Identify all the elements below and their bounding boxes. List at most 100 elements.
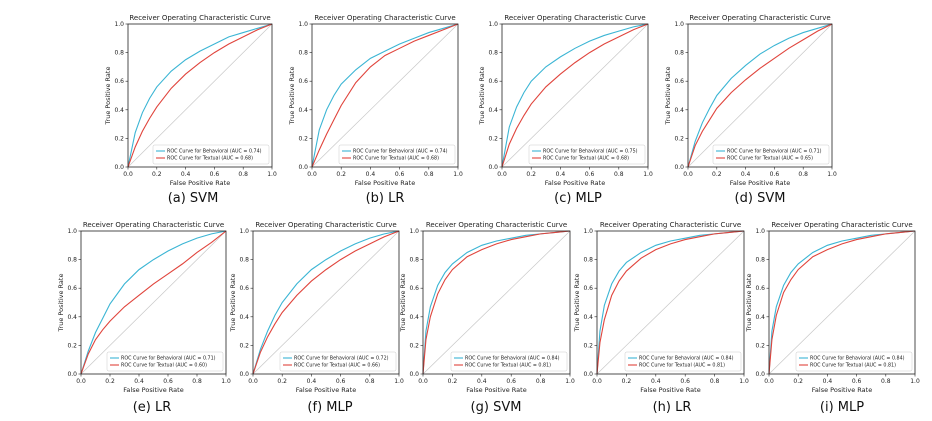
y-tick-label: 0.8 — [298, 50, 308, 57]
chance-diagonal — [422, 230, 571, 375]
x-tick-label: 0.0 — [683, 171, 693, 178]
roc-panel-3: Receiver Operating Characteristic Curve 0… — [478, 14, 653, 206]
y-tick-label: 0.2 — [583, 342, 593, 349]
plot-title: Receiver Operating Characteristic Curve — [504, 14, 645, 22]
x-tick-label: 0.8 — [798, 171, 808, 178]
panel-caption: (e) LR — [133, 400, 172, 415]
roc-curve-textual — [422, 230, 571, 375]
legend: ROC Curve for Behavioral (AUC = 0.74)ROC… — [338, 144, 456, 165]
x-tick-label: 0.0 — [248, 378, 258, 385]
x-tick-label: 0.0 — [764, 378, 774, 385]
plot-title: Receiver Operating Characteristic Curve — [83, 221, 224, 229]
legend-entry: ROC Curve for Behavioral (AUC = 0.84) — [465, 356, 560, 362]
x-tick-label: 0.0 — [592, 378, 602, 385]
roc-curve-behavioral — [311, 23, 459, 168]
roc-curve-textual — [768, 230, 916, 375]
x-tick-label: 0.2 — [152, 171, 162, 178]
legend-box — [279, 351, 397, 372]
y-tick-label: 0.4 — [298, 107, 308, 114]
x-axis-label: False Positive Rate — [170, 179, 230, 187]
legend-box — [712, 144, 830, 165]
x-tick-label: 0.8 — [536, 378, 546, 385]
y-tick-label: 0.6 — [488, 78, 498, 85]
plot-frame — [80, 230, 227, 375]
roc-curve-textual — [80, 230, 227, 375]
legend-entry: ROC Curve for Textual (AUC = 0.81) — [639, 363, 725, 369]
panel-caption: (h) LR — [653, 400, 692, 415]
x-tick-label: 0.6 — [395, 171, 405, 178]
y-tick-label: 0.2 — [239, 342, 249, 349]
legend-entry: ROC Curve for Behavioral (AUC = 0.75) — [543, 149, 638, 155]
roc-panel-8: Receiver Operating Characteristic Curve 0… — [573, 221, 749, 415]
legend: ROC Curve for Behavioral (AUC = 0.74)ROC… — [152, 144, 270, 165]
x-tick-label: 1.0 — [910, 378, 920, 385]
legend: ROC Curve for Behavioral (AUC = 0.84)ROC… — [795, 351, 913, 372]
y-tick-label: 0.4 — [488, 107, 498, 114]
legend-box — [528, 144, 646, 165]
legend-entry: ROC Curve for Textual (AUC = 0.66) — [294, 363, 380, 369]
plot-frame — [596, 230, 745, 375]
x-axis-label: False Positive Rate — [730, 179, 790, 187]
panel-caption: (c) MLP — [554, 191, 602, 206]
legend-box — [152, 144, 270, 165]
x-axis-label: False Positive Rate — [545, 179, 605, 187]
legend: ROC Curve for Behavioral (AUC = 0.71)ROC… — [106, 351, 224, 372]
y-tick-label: 0.4 — [114, 107, 124, 114]
x-tick-label: 0.2 — [526, 171, 536, 178]
plot-title: Receiver Operating Characteristic Curve — [689, 14, 830, 22]
x-tick-label: 0.0 — [307, 171, 317, 178]
y-tick-label: 0.0 — [488, 164, 498, 171]
y-tick-label: 0.6 — [239, 285, 249, 292]
legend-box — [106, 351, 224, 372]
x-tick-label: 0.4 — [366, 171, 376, 178]
legend-entry: ROC Curve for Behavioral (AUC = 0.72) — [294, 356, 389, 362]
y-tick-label: 0.6 — [298, 78, 308, 85]
plot-frame — [252, 230, 400, 375]
x-tick-label: 0.8 — [614, 171, 624, 178]
chance-diagonal — [687, 23, 833, 168]
y-tick-label: 0.0 — [298, 164, 308, 171]
chance-diagonal — [311, 23, 459, 168]
legend: ROC Curve for Behavioral (AUC = 0.71)ROC… — [712, 144, 830, 165]
roc-panel-5: Receiver Operating Characteristic Curve 0… — [57, 221, 231, 415]
y-tick-label: 0.4 — [674, 107, 684, 114]
x-tick-label: 0.8 — [238, 171, 248, 178]
roc-curve-behavioral — [501, 23, 649, 168]
legend-entry: ROC Curve for Textual (AUC = 0.81) — [810, 363, 896, 369]
x-tick-label: 0.0 — [418, 378, 428, 385]
x-tick-label: 0.4 — [651, 378, 661, 385]
legend-box — [624, 351, 742, 372]
y-tick-label: 1.0 — [674, 21, 684, 28]
y-tick-label: 0.0 — [409, 371, 419, 378]
y-axis-label: True Positive Rate — [229, 274, 237, 333]
legend-entry: ROC Curve for Behavioral (AUC = 0.71) — [121, 356, 216, 362]
plot-frame — [311, 23, 459, 168]
legend-entry: ROC Curve for Textual (AUC = 0.81) — [465, 363, 551, 369]
x-tick-label: 0.2 — [336, 171, 346, 178]
y-tick-label: 0.4 — [409, 314, 419, 321]
x-tick-label: 0.4 — [477, 378, 487, 385]
y-tick-label: 0.2 — [488, 135, 498, 142]
y-tick-label: 0.4 — [239, 314, 249, 321]
y-tick-label: 1.0 — [583, 228, 593, 235]
chance-diagonal — [768, 230, 916, 375]
x-tick-label: 1.0 — [827, 171, 837, 178]
roc-curve-behavioral — [80, 230, 227, 375]
x-tick-label: 1.0 — [739, 378, 749, 385]
legend-entry: ROC Curve for Behavioral (AUC = 0.84) — [639, 356, 734, 362]
y-tick-label: 1.0 — [409, 228, 419, 235]
roc-curve-textual — [127, 23, 273, 168]
x-tick-label: 0.0 — [497, 171, 507, 178]
roc-panel-7: Receiver Operating Characteristic Curve 0… — [399, 221, 575, 415]
x-tick-label: 0.6 — [852, 378, 862, 385]
x-tick-label: 0.2 — [277, 378, 287, 385]
y-tick-label: 1.0 — [755, 228, 765, 235]
chance-diagonal — [501, 23, 649, 168]
legend: ROC Curve for Behavioral (AUC = 0.84)ROC… — [450, 351, 568, 372]
y-tick-label: 1.0 — [488, 21, 498, 28]
y-axis-label: True Positive Rate — [399, 274, 407, 333]
x-tick-label: 0.2 — [793, 378, 803, 385]
y-tick-label: 0.8 — [583, 257, 593, 264]
x-tick-label: 0.8 — [192, 378, 202, 385]
